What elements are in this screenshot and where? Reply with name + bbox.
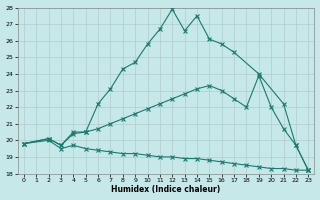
X-axis label: Humidex (Indice chaleur): Humidex (Indice chaleur) — [111, 185, 221, 194]
